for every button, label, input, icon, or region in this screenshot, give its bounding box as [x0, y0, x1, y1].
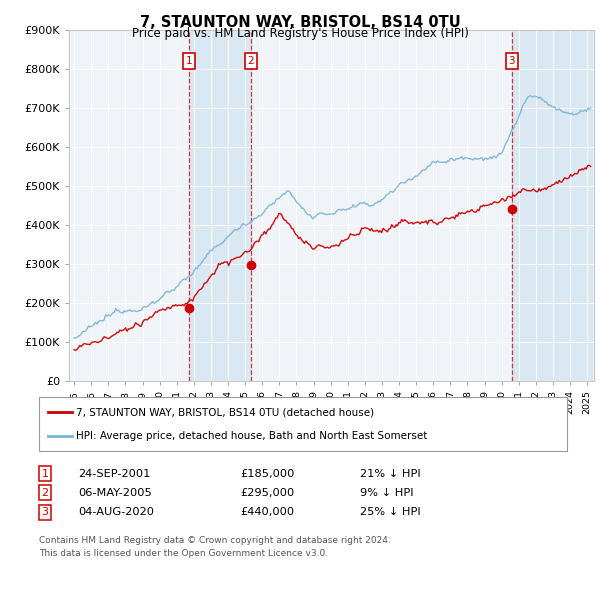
Text: 3: 3 [41, 507, 49, 517]
Text: 06-MAY-2005: 06-MAY-2005 [78, 488, 152, 497]
Text: 1: 1 [41, 469, 49, 478]
Text: 3: 3 [508, 55, 515, 65]
Text: 1: 1 [186, 55, 193, 65]
Text: 21% ↓ HPI: 21% ↓ HPI [360, 469, 421, 478]
Text: 9% ↓ HPI: 9% ↓ HPI [360, 488, 413, 497]
Bar [512, 30, 592, 381]
Text: HPI: Average price, detached house, Bath and North East Somerset: HPI: Average price, detached house, Bath… [76, 431, 428, 441]
Text: 7, STAUNTON WAY, BRISTOL, BS14 0TU (detached house): 7, STAUNTON WAY, BRISTOL, BS14 0TU (deta… [76, 407, 374, 417]
Text: Price paid vs. HM Land Registry's House Price Index (HPI): Price paid vs. HM Land Registry's House … [131, 27, 469, 40]
Text: £185,000: £185,000 [240, 469, 295, 478]
Text: Contains HM Land Registry data © Crown copyright and database right 2024.
This d: Contains HM Land Registry data © Crown c… [39, 536, 391, 558]
Bar [189, 30, 251, 381]
Text: 25% ↓ HPI: 25% ↓ HPI [360, 507, 421, 517]
Text: 24-SEP-2001: 24-SEP-2001 [78, 469, 151, 478]
Text: 04-AUG-2020: 04-AUG-2020 [78, 507, 154, 517]
Text: 2: 2 [41, 488, 49, 497]
Text: 7, STAUNTON WAY, BRISTOL, BS14 0TU: 7, STAUNTON WAY, BRISTOL, BS14 0TU [140, 15, 460, 30]
Text: 2: 2 [248, 55, 254, 65]
Text: £440,000: £440,000 [240, 507, 294, 517]
Text: £295,000: £295,000 [240, 488, 294, 497]
